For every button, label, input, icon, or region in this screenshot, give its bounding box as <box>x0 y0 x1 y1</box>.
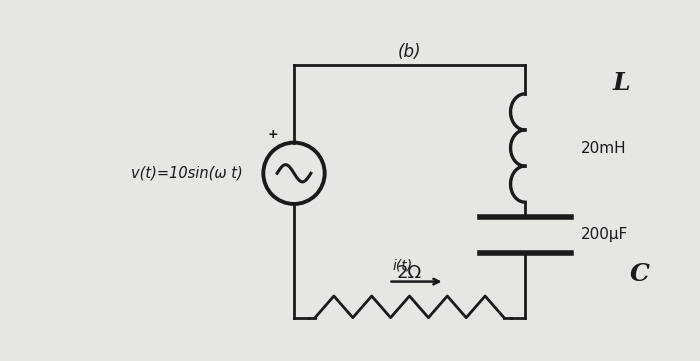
Text: 200μF: 200μF <box>581 227 629 242</box>
Text: 20mH: 20mH <box>581 140 626 156</box>
Text: i(t): i(t) <box>393 258 412 273</box>
Text: C: C <box>630 262 650 286</box>
Text: +: + <box>267 128 278 141</box>
Text: 2Ω: 2Ω <box>397 264 422 282</box>
Text: L: L <box>612 71 630 95</box>
Text: (b): (b) <box>398 43 421 61</box>
Text: v(t)=10sin(ω t): v(t)=10sin(ω t) <box>131 166 242 181</box>
